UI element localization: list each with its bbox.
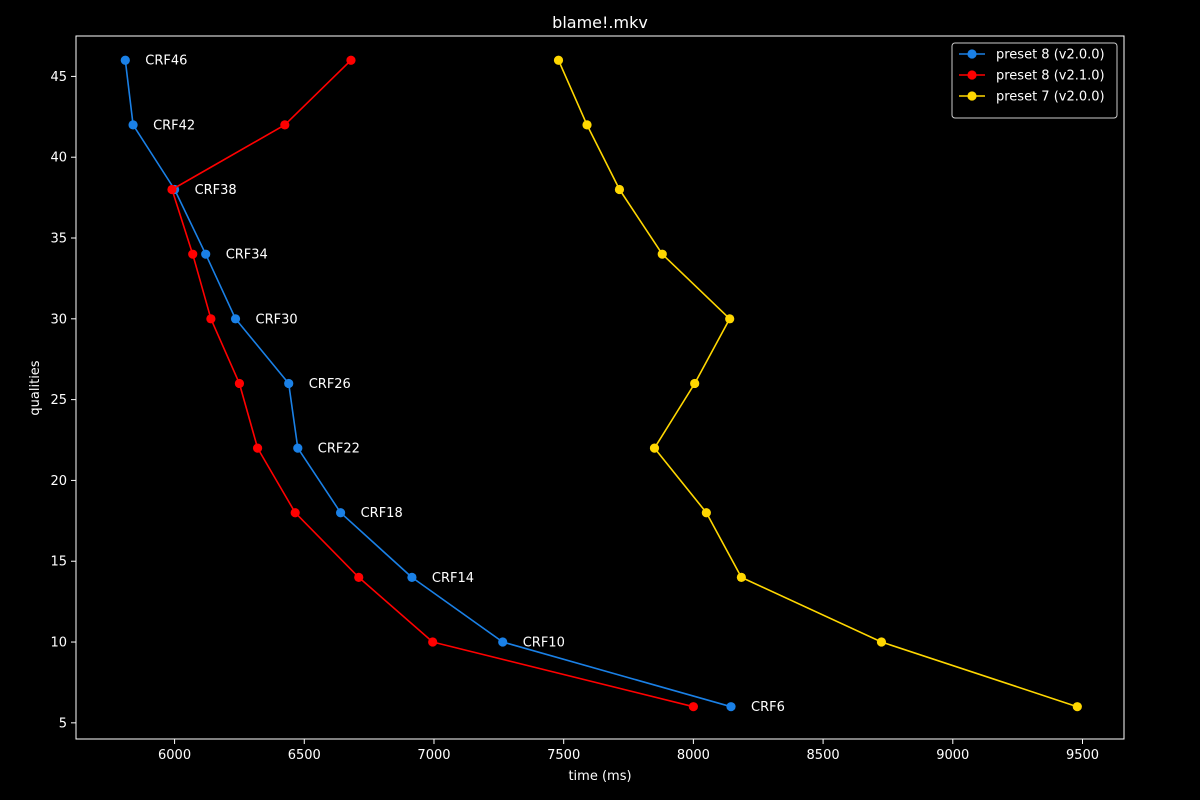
data-point xyxy=(657,249,667,259)
data-point xyxy=(582,120,592,130)
data-point xyxy=(876,637,887,647)
data-point xyxy=(252,443,263,453)
data-point xyxy=(128,120,138,130)
data-point xyxy=(614,184,625,195)
legend-label: preset 7 (v2.0.0) xyxy=(996,90,1105,105)
data-point xyxy=(736,572,746,582)
data-point xyxy=(290,508,300,518)
data-point xyxy=(701,508,711,518)
legend-marker xyxy=(967,91,977,101)
legend: preset 8 (v2.0.0) preset 8 (v2.1.0) preset… xyxy=(951,42,1118,119)
data-point xyxy=(284,378,294,389)
x-tick-label: 9500 xyxy=(1066,748,1099,763)
data-point xyxy=(354,572,364,582)
data-point xyxy=(293,443,303,453)
x-tick-label: 8000 xyxy=(677,748,710,763)
data-point xyxy=(553,55,564,65)
y-tick-label: 10 xyxy=(50,636,67,651)
legend-item: preset 8 (v2.1.0) xyxy=(959,69,1105,84)
y-tick-label: 35 xyxy=(50,232,67,247)
point-annotation: CRF6 xyxy=(751,700,785,715)
legend-marker xyxy=(967,49,977,59)
y-tick-label: 5 xyxy=(59,716,67,731)
point-annotation: CRF30 xyxy=(256,312,298,327)
data-point xyxy=(234,378,245,389)
legend-label: preset 8 (v2.0.0) xyxy=(996,48,1105,63)
y-tick-label: 20 xyxy=(50,474,67,489)
data-point xyxy=(726,702,736,712)
y-tick-label: 15 xyxy=(50,555,67,570)
x-tick-label: 6000 xyxy=(158,748,191,763)
y-tick-label: 40 xyxy=(50,151,67,166)
legend-label: preset 8 (v2.1.0) xyxy=(996,69,1105,84)
plot-area: CRF46 CRF42 CRF38 CRF34 CRF30 CRF26 CRF22 CRF18… xyxy=(120,54,1082,715)
data-point xyxy=(206,314,216,324)
point-annotation: CRF34 xyxy=(226,248,268,263)
point-annotation: CRF10 xyxy=(523,636,565,651)
x-tick-label: 7000 xyxy=(417,748,450,763)
series-1 xyxy=(167,55,698,712)
data-point xyxy=(428,637,438,647)
data-point xyxy=(649,443,660,453)
x-tick-label: 7500 xyxy=(547,748,580,763)
x-tick-label: 9000 xyxy=(936,748,969,763)
point-annotation: CRF22 xyxy=(318,442,360,457)
legend-item: preset 8 (v2.0.0) xyxy=(959,48,1105,63)
legend-item: preset 7 (v2.0.0) xyxy=(959,90,1105,105)
point-annotation: CRF14 xyxy=(432,571,474,586)
y-tick-label: 25 xyxy=(50,393,67,408)
data-point xyxy=(188,249,198,259)
x-tick-label: 8500 xyxy=(807,748,840,763)
y-axis: 5 10 15 20 25 30 35 40 45 xyxy=(50,70,76,731)
data-point xyxy=(167,184,177,195)
y-tick-label: 30 xyxy=(50,312,67,327)
data-point xyxy=(407,572,417,582)
data-point xyxy=(1072,702,1082,712)
point-annotation: CRF46 xyxy=(145,54,187,69)
point-annotation: CRF38 xyxy=(195,183,237,198)
y-tick-label: 45 xyxy=(50,70,67,85)
x-axis: 6000 6500 7000 7500 8000 8500 9000 9500 xyxy=(158,739,1099,763)
data-point xyxy=(335,508,346,518)
data-point xyxy=(498,637,508,647)
legend-box xyxy=(951,42,1118,119)
x-axis-label: time (ms) xyxy=(568,769,631,784)
axes-frame xyxy=(75,35,1125,740)
point-annotation: CRF42 xyxy=(153,118,195,133)
data-point xyxy=(725,314,735,324)
data-point xyxy=(201,249,211,259)
series-2 xyxy=(553,55,1082,712)
series-0: CRF46 CRF42 CRF38 CRF34 CRF30 CRF26 CRF22 CRF18… xyxy=(120,54,785,715)
data-point xyxy=(346,55,356,65)
data-point xyxy=(690,378,700,389)
x-tick-label: 6500 xyxy=(288,748,321,763)
y-axis-label: qualities xyxy=(28,360,43,415)
point-annotation: CRF26 xyxy=(309,377,351,392)
data-point xyxy=(688,702,698,712)
legend-marker xyxy=(967,70,977,80)
data-point xyxy=(280,120,290,130)
data-point xyxy=(120,55,130,65)
data-point xyxy=(230,314,241,324)
point-annotation: CRF18 xyxy=(361,506,403,521)
chart-title: blame!.mkv xyxy=(552,13,648,32)
